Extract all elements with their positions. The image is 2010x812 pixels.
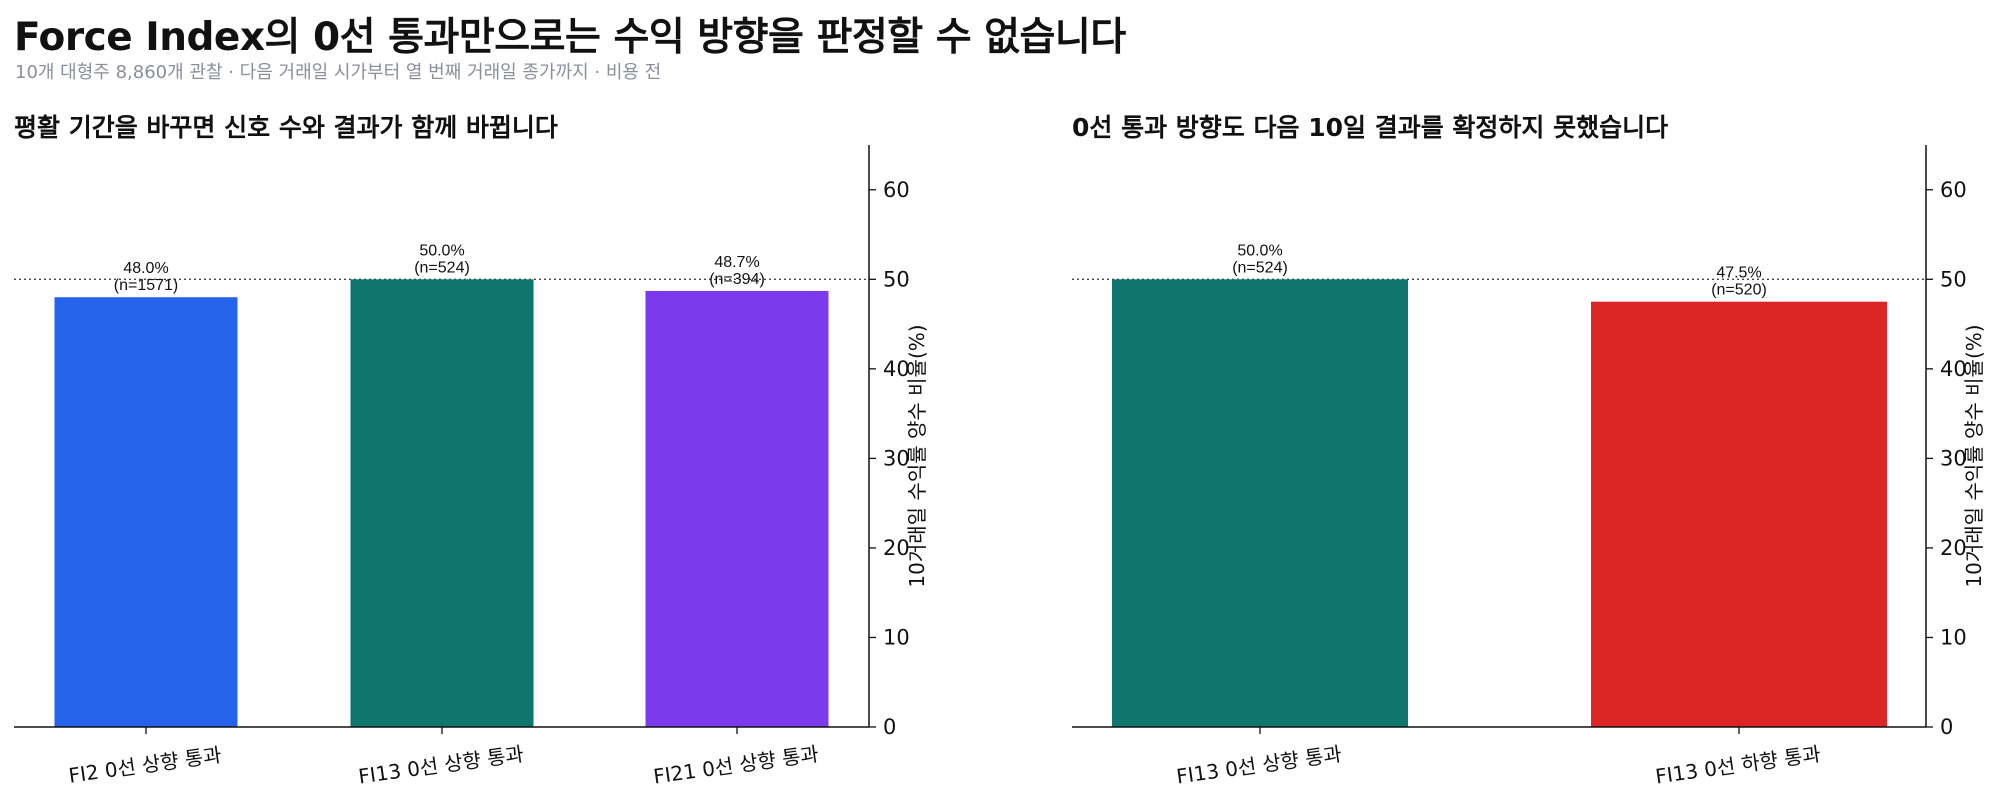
left-bar-count-label-2: (n=524)	[414, 259, 470, 276]
right-y-axis-title: 10거래일 수익률 양수 비율(%)	[1962, 324, 1986, 587]
right-y-tick-label-0: 0	[1940, 715, 1953, 739]
chart-title: Force Index의 0선 통과만으로는 수익 방향을 판정할 수 없습니다	[14, 15, 1126, 60]
right-panel-title: 0선 통과 방향도 다음 10일 결과를 확정하지 못했습니다	[1072, 113, 1669, 142]
right-y-tick-label-4: 40	[1940, 357, 1967, 381]
left-bar-value-label-1: 48.0%	[123, 260, 168, 277]
right-category-label-2: FI13 0선 하향 통과	[1654, 742, 1822, 789]
right-bar-value-label-2: 47.5%	[1716, 265, 1761, 282]
right-y-tick-label-5: 50	[1940, 267, 1967, 291]
left-panel-title: 평활 기간을 바꾸면 신호 수와 결과가 함께 바뀝니다	[14, 113, 558, 142]
right-bar-1	[1112, 279, 1408, 727]
left-category-label-2: FI13 0선 상향 통과	[357, 742, 525, 789]
right-y-tick-label-6: 60	[1940, 178, 1967, 202]
left-category-label-1: FI2 0선 상향 통과	[67, 742, 223, 787]
right-bar-2	[1591, 301, 1887, 727]
right-y-tick-label-2: 20	[1940, 536, 1967, 560]
right-bar-count-label-1: (n=524)	[1232, 259, 1288, 276]
right-bar-count-label-2: (n=520)	[1711, 282, 1767, 299]
left-category-label-3: FI21 0선 상향 통과	[652, 742, 820, 789]
left-bar-2	[350, 279, 534, 727]
left-bar-value-label-2: 50.0%	[419, 242, 464, 259]
left-y-tick-label-5: 50	[883, 267, 910, 291]
left-bar-3	[645, 290, 829, 727]
chart-subtitle: 10개 대형주 8,860개 관찰 · 다음 거래일 시가부터 열 번째 거래일…	[15, 62, 662, 83]
left-y-tick-label-4: 40	[883, 357, 910, 381]
left-y-tick-label-3: 30	[883, 446, 910, 470]
right-bar-value-label-1: 50.0%	[1237, 242, 1282, 259]
left-y-tick-label-6: 60	[883, 178, 910, 202]
left-bar-1	[54, 297, 238, 727]
left-y-tick-label-2: 20	[883, 536, 910, 560]
left-bar-value-label-3: 48.7%	[714, 254, 759, 271]
left-bar-count-label-1: (n=1571)	[114, 277, 179, 294]
left-bar-count-label-3: (n=394)	[709, 271, 765, 288]
right-y-tick-label-1: 10	[1940, 625, 1967, 649]
left-y-tick-label-1: 10	[883, 625, 910, 649]
left-y-axis-title: 10거래일 수익률 양수 비율(%)	[905, 324, 929, 587]
right-category-label-1: FI13 0선 상향 통과	[1175, 742, 1343, 789]
left-y-tick-label-0: 0	[883, 715, 896, 739]
right-y-tick-label-3: 30	[1940, 446, 1967, 470]
